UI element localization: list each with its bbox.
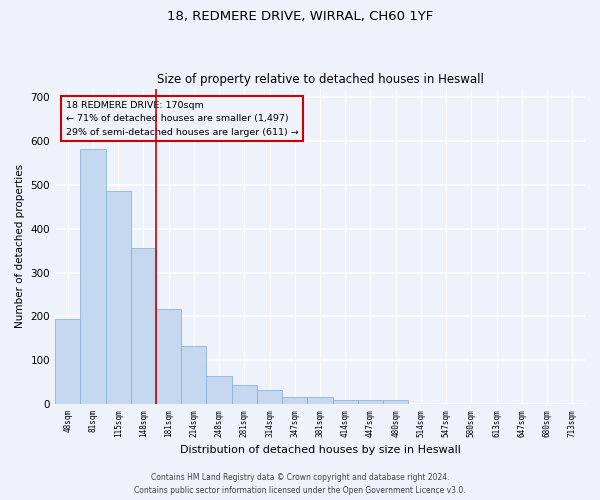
Text: Contains HM Land Registry data © Crown copyright and database right 2024.
Contai: Contains HM Land Registry data © Crown c…	[134, 474, 466, 495]
Bar	[307, 397, 332, 404]
Text: 18, REDMERE DRIVE, WIRRAL, CH60 1YF: 18, REDMERE DRIVE, WIRRAL, CH60 1YF	[167, 10, 433, 23]
Bar	[106, 190, 131, 404]
Bar	[181, 346, 206, 404]
Bar	[80, 148, 106, 404]
Bar	[206, 376, 232, 404]
Bar	[156, 310, 181, 404]
Bar	[282, 397, 307, 404]
Bar	[358, 400, 383, 404]
Text: 18 REDMERE DRIVE: 170sqm
← 71% of detached houses are smaller (1,497)
29% of sem: 18 REDMERE DRIVE: 170sqm ← 71% of detach…	[65, 101, 298, 136]
Y-axis label: Number of detached properties: Number of detached properties	[15, 164, 25, 328]
X-axis label: Distribution of detached houses by size in Heswall: Distribution of detached houses by size …	[179, 445, 460, 455]
Bar	[232, 385, 257, 404]
Bar	[55, 320, 80, 404]
Bar	[257, 390, 282, 404]
Bar	[332, 400, 358, 404]
Bar	[131, 248, 156, 404]
Bar	[383, 400, 409, 404]
Title: Size of property relative to detached houses in Heswall: Size of property relative to detached ho…	[157, 73, 484, 86]
